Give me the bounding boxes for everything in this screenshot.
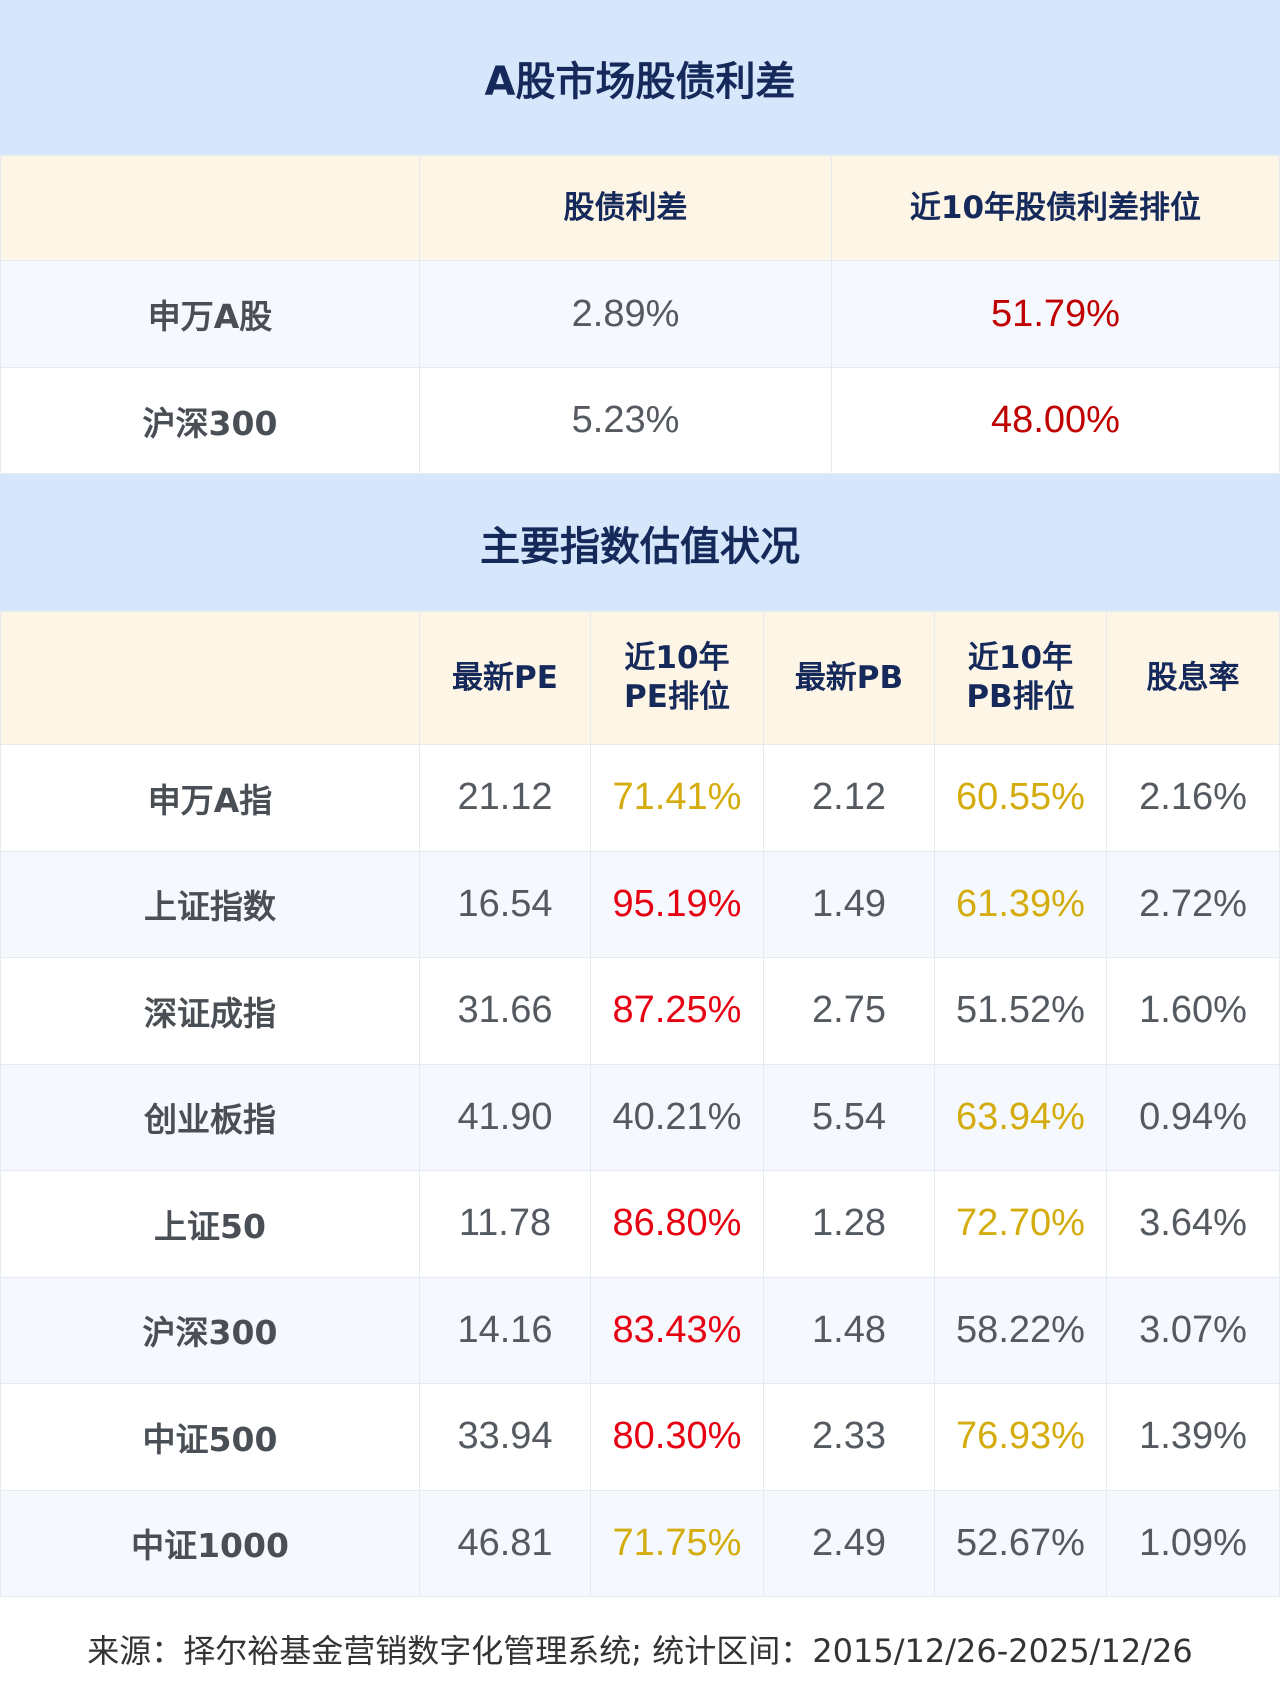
pe-value: 31.66 (419, 957, 591, 1065)
dividend-yield: 2.16% (1106, 744, 1280, 852)
pe-rank: 71.41% (590, 744, 764, 852)
pe-value: 14.16 (419, 1276, 591, 1384)
valuation-header-row: 最新PE 近10年PE排位 最新PB 近10年PB排位 股息率 (0, 611, 1280, 745)
dividend-yield: 3.07% (1106, 1276, 1280, 1384)
valuation-section-title: 主要指数估值状况 (0, 474, 1280, 611)
spread-header-row: 股债利差 近10年股债利差排位 (0, 155, 1280, 261)
pe-rank: 71.75% (590, 1489, 764, 1597)
dividend-yield: 1.60% (1106, 957, 1280, 1065)
table-row: 中证1000 46.81 71.75% 2.49 52.67% 1.09% (0, 1489, 1280, 1597)
index-name: 上证50 (0, 1170, 420, 1278)
pb-value: 1.48 (763, 1276, 935, 1384)
pb-rank: 60.55% (934, 744, 1107, 852)
pb-rank: 63.94% (934, 1063, 1107, 1171)
index-name: 沪深300 (0, 1276, 420, 1384)
pb-value: 2.33 (763, 1383, 935, 1491)
pe-value: 11.78 (419, 1170, 591, 1278)
pb-value: 2.49 (763, 1489, 935, 1597)
header-pb-rank: 近10年PB排位 (934, 611, 1107, 745)
dividend-yield: 1.09% (1106, 1489, 1280, 1597)
spread-rank: 51.79% (831, 260, 1280, 368)
table-row: 沪深300 14.16 83.43% 1.48 58.22% 3.07% (0, 1276, 1280, 1384)
pe-value: 33.94 (419, 1383, 591, 1491)
pb-rank: 61.39% (934, 850, 1107, 958)
header-blank (0, 611, 420, 745)
pb-rank: 76.93% (934, 1383, 1107, 1491)
table-row: 申万A股 2.89% 51.79% (0, 260, 1280, 368)
pb-value: 1.28 (763, 1170, 935, 1278)
source-footer: 来源：择尔裕基金营销数字化管理系统; 统计区间：2015/12/26-2025/… (87, 1632, 1193, 1670)
header-pe-rank-label: 近10年PE排位 (624, 640, 730, 715)
index-name: 中证500 (0, 1383, 420, 1491)
index-name: 深证成指 (0, 957, 420, 1065)
pb-rank: 72.70% (934, 1170, 1107, 1278)
index-name: 申万A指 (0, 744, 420, 852)
dividend-yield: 0.94% (1106, 1063, 1280, 1171)
pe-rank: 87.25% (590, 957, 764, 1065)
spread-section-title: A股市场股债利差 (0, 0, 1280, 155)
header-dividend-yield: 股息率 (1106, 611, 1280, 745)
index-name: 创业板指 (0, 1063, 420, 1171)
pb-value: 2.75 (763, 957, 935, 1065)
spread-value: 5.23% (419, 367, 832, 474)
pe-value: 46.81 (419, 1489, 591, 1597)
spread-value: 2.89% (419, 260, 832, 368)
table-row: 创业板指 41.90 40.21% 5.54 63.94% 0.94% (0, 1063, 1280, 1171)
table-row: 申万A指 21.12 71.41% 2.12 60.55% 2.16% (0, 744, 1280, 852)
header-spread: 股债利差 (419, 155, 832, 261)
pb-value: 1.49 (763, 850, 935, 958)
table-row: 深证成指 31.66 87.25% 2.75 51.52% 1.60% (0, 957, 1280, 1065)
pe-value: 16.54 (419, 850, 591, 958)
pe-rank: 83.43% (590, 1276, 764, 1384)
pb-rank: 52.67% (934, 1489, 1107, 1597)
pb-rank: 58.22% (934, 1276, 1107, 1384)
table-row: 沪深300 5.23% 48.00% (0, 367, 1280, 474)
pb-value: 5.54 (763, 1063, 935, 1171)
spread-rank: 48.00% (831, 367, 1280, 474)
pe-value: 41.90 (419, 1063, 591, 1171)
index-name: 沪深300 (0, 367, 420, 474)
header-pb: 最新PB (763, 611, 935, 745)
pb-value: 2.12 (763, 744, 935, 852)
valuation-table: 最新PE 近10年PE排位 最新PB 近10年PB排位 股息率 申万A指 21.1… (0, 611, 1280, 1597)
table-row: 上证指数 16.54 95.19% 1.49 61.39% 2.72% (0, 850, 1280, 958)
header-pe-rank: 近10年PE排位 (590, 611, 764, 745)
pe-value: 21.12 (419, 744, 591, 852)
dividend-yield: 1.39% (1106, 1383, 1280, 1491)
pe-rank: 95.19% (590, 850, 764, 958)
dividend-yield: 2.72% (1106, 850, 1280, 958)
header-spread-rank: 近10年股债利差排位 (831, 155, 1280, 261)
pe-rank: 40.21% (590, 1063, 764, 1171)
header-pe: 最新PE (419, 611, 591, 745)
spread-table: 股债利差 近10年股债利差排位 申万A股 2.89% 51.79% 沪深300 … (0, 155, 1280, 474)
dividend-yield: 3.64% (1106, 1170, 1280, 1278)
table-row: 上证50 11.78 86.80% 1.28 72.70% 3.64% (0, 1170, 1280, 1278)
pe-rank: 80.30% (590, 1383, 764, 1491)
header-blank (0, 155, 420, 261)
index-name: 申万A股 (0, 260, 420, 368)
table-row: 中证500 33.94 80.30% 2.33 76.93% 1.39% (0, 1383, 1280, 1491)
header-pb-rank-label: 近10年PB排位 (966, 640, 1075, 715)
pe-rank: 86.80% (590, 1170, 764, 1278)
index-name: 中证1000 (0, 1489, 420, 1597)
pb-rank: 51.52% (934, 957, 1107, 1065)
index-name: 上证指数 (0, 850, 420, 958)
